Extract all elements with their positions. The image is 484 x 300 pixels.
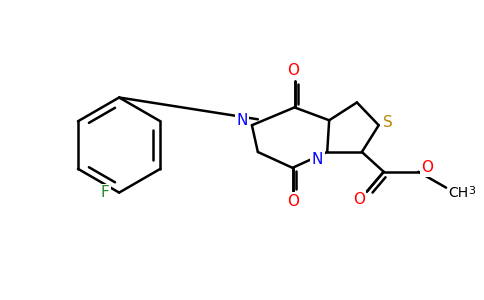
Text: N: N — [236, 113, 248, 128]
Text: O: O — [422, 160, 433, 175]
Text: F: F — [101, 185, 110, 200]
Text: 3: 3 — [468, 186, 475, 196]
Text: S: S — [383, 115, 393, 130]
Text: O: O — [287, 194, 300, 209]
Text: CH: CH — [448, 186, 468, 200]
Text: O: O — [287, 63, 300, 78]
Text: O: O — [353, 192, 365, 207]
Text: N: N — [312, 152, 323, 167]
